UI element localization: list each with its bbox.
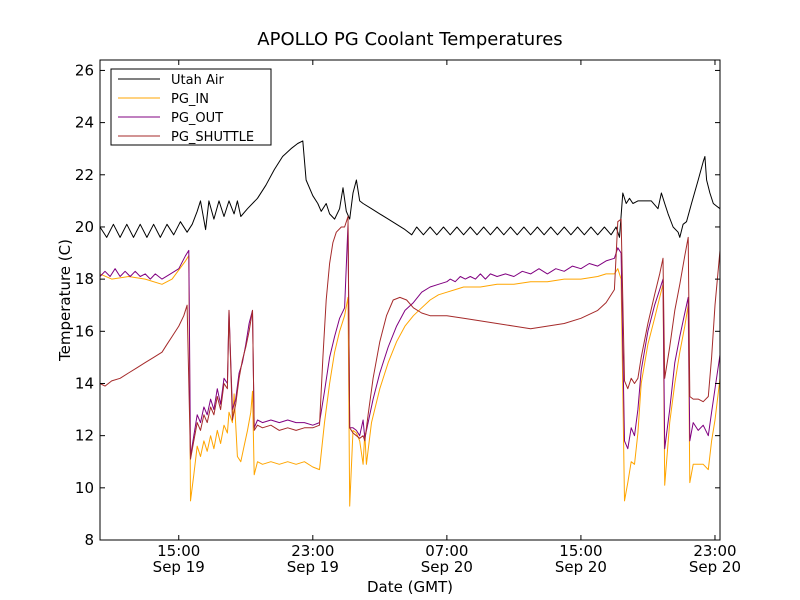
- y-tick-label: 16: [75, 322, 94, 340]
- y-tick-label: 8: [84, 531, 94, 549]
- legend-label-1: PG_IN: [171, 92, 209, 107]
- series-line-0: [99, 140, 721, 238]
- y-tick-label: 26: [75, 61, 94, 79]
- plot-frame: [99, 59, 721, 541]
- legend: Utah Air PG_IN PG_OUT PG_SHUTTLE: [110, 68, 272, 146]
- x-tick-label-date: Sep 19: [287, 558, 339, 576]
- x-tick-label-date: Sep 20: [689, 558, 741, 576]
- series-line-3: [99, 216, 721, 460]
- y-tick-label: 12: [75, 427, 94, 445]
- y-tick-label: 20: [75, 218, 94, 236]
- x-tick-label-time: 15:00: [559, 542, 602, 560]
- x-tick-label-time: 15:00: [157, 542, 200, 560]
- legend-label-0: Utah Air: [171, 73, 224, 88]
- legend-label-2: PG_OUT: [171, 111, 223, 126]
- y-tick-label: 14: [75, 374, 94, 392]
- series-layer: [99, 140, 721, 507]
- legend-label-3: PG_SHUTTLE: [171, 130, 254, 145]
- x-tick-label-date: Sep 19: [153, 558, 205, 576]
- legend-box: [110, 68, 272, 146]
- chart-title: APOLLO PG Coolant Temperatures: [257, 29, 562, 50]
- y-axis-ticks: 8 10 12 14 16 18 20 22 24 26: [75, 61, 720, 549]
- x-tick-label-time: 07:00: [425, 542, 468, 560]
- x-tick-label-time: 23:00: [693, 542, 736, 560]
- y-tick-label: 18: [75, 270, 94, 288]
- x-axis-label: Date (GMT): [367, 578, 453, 596]
- x-tick-label-date: Sep 20: [555, 558, 607, 576]
- series-line-2: [99, 223, 721, 457]
- y-axis-label: Temperature (C): [56, 239, 74, 362]
- x-tick-label-date: Sep 20: [421, 558, 473, 576]
- y-tick-label: 24: [75, 114, 94, 132]
- x-tick-label-time: 23:00: [291, 542, 334, 560]
- y-tick-label: 10: [75, 479, 94, 497]
- y-tick-label: 22: [75, 166, 94, 184]
